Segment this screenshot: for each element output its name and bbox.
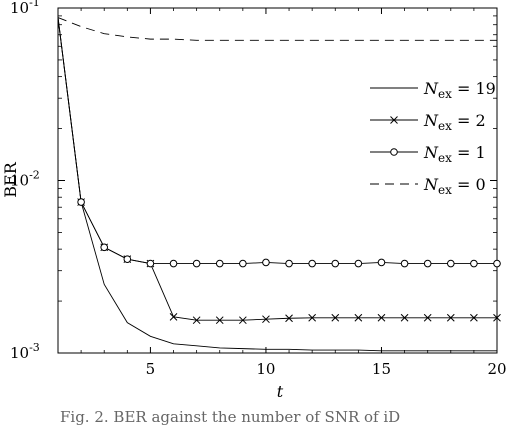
- data-point-2-1: [77, 198, 85, 206]
- x-tick-label: 20: [487, 360, 506, 378]
- data-point-1-19-stroke-b: [493, 313, 501, 322]
- data-point-1-17-stroke-b: [446, 313, 455, 322]
- data-point-1-6: [192, 316, 201, 325]
- data-point-1-7-stroke-b: [215, 316, 224, 325]
- data-point-1-19: [493, 313, 501, 322]
- data-point-1-10: [285, 314, 293, 323]
- data-point-1-16: [423, 313, 432, 322]
- legend-marker-1: [390, 116, 398, 124]
- data-point-1-15-stroke-b: [400, 313, 409, 322]
- data-point-1-13: [354, 313, 363, 322]
- data-point-2-10: [285, 259, 293, 268]
- x-tick-label: 10: [256, 360, 275, 378]
- data-point-1-9-stroke-b: [262, 315, 270, 324]
- data-point-2-7: [215, 259, 224, 268]
- data-point-1-17: [446, 313, 455, 322]
- data-point-1-8-stroke-b: [238, 316, 247, 325]
- series-line-2: [57, 17, 497, 265]
- x-tick-label: 5: [146, 360, 156, 378]
- data-point-2-6: [192, 259, 201, 268]
- legend-label-3: Nex = 0: [423, 175, 486, 197]
- legend-marker-1-stroke-b: [390, 116, 398, 124]
- series-0: [57, 17, 497, 352]
- legend-item-1: Nex = 2: [370, 111, 486, 133]
- series-line-1: [57, 17, 497, 321]
- data-point-1-10-stroke-b: [285, 314, 293, 323]
- data-point-2-13: [354, 259, 363, 268]
- data-point-2-5: [169, 259, 178, 268]
- data-point-2-16: [423, 259, 432, 268]
- data-point-2-17: [446, 259, 455, 268]
- x-axis-title: t: [277, 382, 284, 400]
- data-point-2-4: [146, 259, 155, 268]
- data-point-2-18: [470, 259, 478, 268]
- legend-marker-2: [390, 148, 398, 156]
- series-2: [57, 17, 501, 268]
- data-point-2-11: [308, 259, 316, 268]
- data-point-1-18-stroke-b: [470, 313, 478, 322]
- data-point-2-3: [123, 255, 132, 263]
- series-1: [57, 17, 501, 325]
- legend-label-2: Nex = 1: [423, 143, 486, 165]
- legend-item-2: Nex = 1: [370, 143, 486, 165]
- figure-caption: Fig. 2. BER against the number of SNR of…: [60, 408, 401, 426]
- data-point-1-9: [262, 315, 270, 324]
- data-point-2-8: [239, 259, 247, 268]
- data-point-1-15: [400, 313, 409, 322]
- data-point-1-18: [470, 313, 478, 322]
- data-point-1-5: [169, 313, 178, 321]
- data-point-1-16-stroke-b: [423, 313, 432, 322]
- data-point-1-12: [331, 313, 340, 322]
- legend-label-1: Nex = 2: [423, 111, 486, 133]
- data-point-1-13-stroke-b: [354, 313, 363, 322]
- data-point-2-15: [400, 259, 409, 268]
- data-point-1-12-stroke-b: [331, 313, 340, 322]
- data-point-2-9: [262, 258, 270, 267]
- data-point-1-11: [308, 313, 317, 322]
- data-point-2-2: [100, 243, 109, 252]
- series-layer: [57, 17, 501, 352]
- data-point-1-5-stroke-b: [169, 313, 178, 321]
- data-point-1-7: [215, 316, 224, 325]
- legend-item-3: Nex = 0: [370, 175, 486, 197]
- data-point-1-8: [238, 316, 247, 325]
- data-point-2-12: [331, 259, 340, 268]
- data-point-2-14: [377, 258, 386, 267]
- data-point-2-19: [493, 259, 501, 268]
- x-tick-label: 15: [372, 360, 391, 378]
- series-line-3: [57, 17, 497, 41]
- data-point-1-14-stroke-b: [377, 313, 386, 322]
- y-tick-label: 10-3: [10, 341, 40, 362]
- series-3: [57, 17, 497, 41]
- data-point-1-6-stroke-b: [192, 316, 201, 325]
- legend-item-0: Nex = 19: [370, 79, 496, 101]
- legend-label-0: Nex = 19: [423, 79, 496, 101]
- data-point-1-11-stroke-b: [308, 313, 317, 322]
- series-line-0: [57, 17, 497, 352]
- data-point-1-14: [377, 313, 386, 322]
- legend: Nex = 19 Nex = 2 Nex = 1 Nex = 0: [370, 79, 496, 197]
- y-tick-label: 10-1: [10, 0, 40, 17]
- y-axis-title: BER: [1, 161, 20, 197]
